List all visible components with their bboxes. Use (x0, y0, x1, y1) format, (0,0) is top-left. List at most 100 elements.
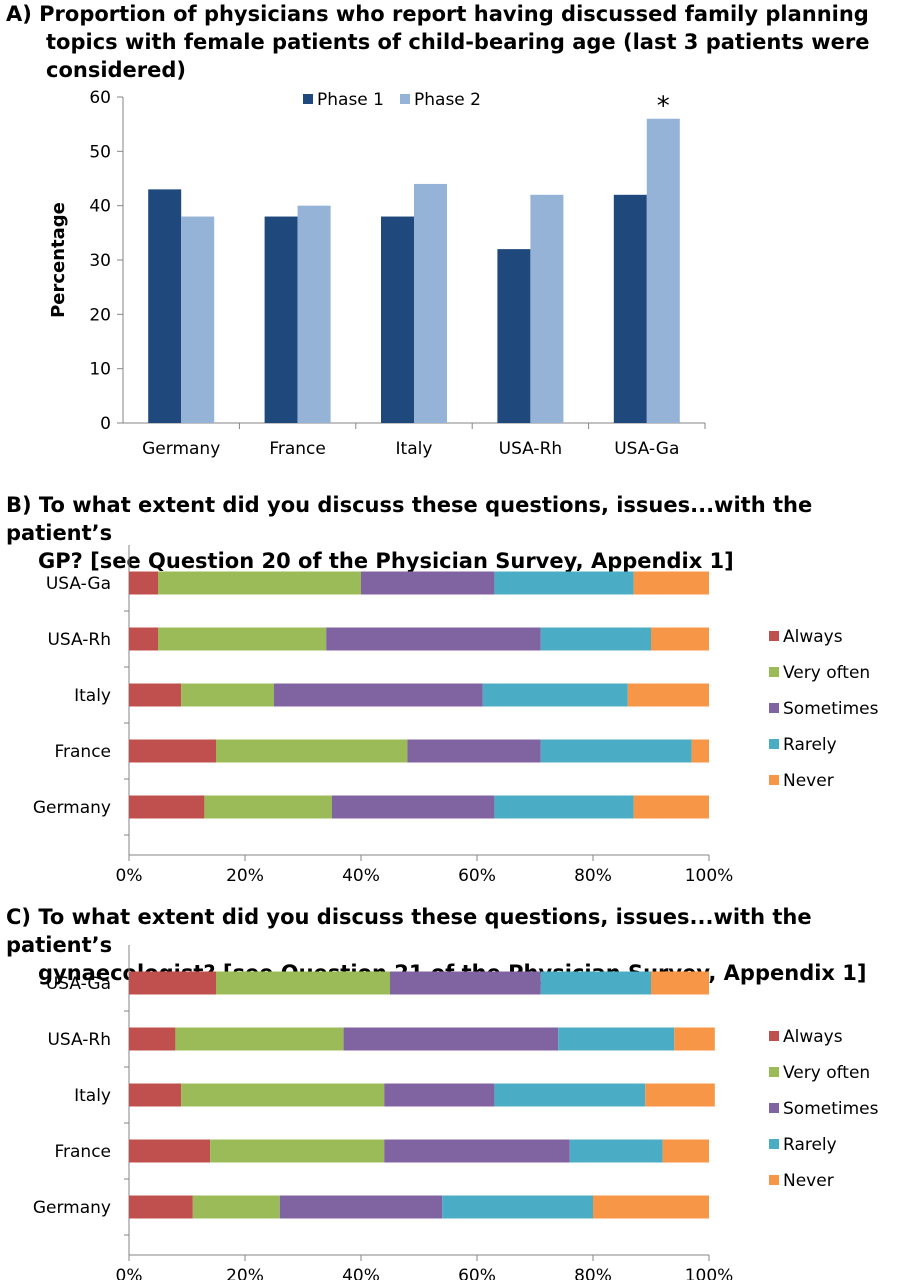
y-tick-label: 20 (89, 305, 111, 325)
bar-rarely (540, 627, 651, 651)
bar-sometimes (384, 1139, 570, 1163)
bar-never (633, 571, 709, 595)
y-tick-label: Italy (74, 1086, 111, 1106)
legend-swatch (769, 1139, 779, 1149)
bar-never (593, 1195, 709, 1219)
y-tick-label: 0 (100, 414, 111, 434)
bar-sometimes (407, 739, 541, 763)
bar-always (129, 739, 216, 763)
bar-never (651, 971, 709, 995)
bar-phase-1 (148, 189, 182, 423)
bar-never (645, 1083, 715, 1107)
bar-sometimes (279, 1195, 443, 1219)
bar-phase-2 (646, 118, 680, 423)
legend-label: Never (783, 771, 834, 791)
bar-sometimes (390, 971, 541, 995)
bar-very-often (175, 1027, 344, 1051)
bar-very-often (158, 571, 361, 595)
bar-phase-2 (414, 183, 447, 423)
bar-always (129, 571, 158, 595)
chart-a-title: A) Proportion of physicians who report h… (6, 2, 870, 82)
bar-very-often (204, 795, 332, 819)
bar-rarely (569, 1139, 663, 1163)
significance-marker: * (657, 92, 670, 122)
x-tick-label: 40% (342, 866, 380, 886)
bar-always (129, 1139, 211, 1163)
bar-always (129, 795, 205, 819)
x-tick-label: 0% (116, 866, 143, 886)
legend-label: Very often (783, 663, 870, 683)
x-tick-label: Italy (396, 439, 433, 459)
legend-swatch (303, 94, 313, 104)
legend-swatch (769, 1067, 779, 1077)
x-tick-label: 60% (458, 1266, 496, 1280)
bar-phase-1 (264, 216, 298, 423)
bar-never (651, 627, 709, 651)
x-tick-label: 20% (226, 1266, 264, 1280)
x-tick-label: Germany (142, 439, 220, 459)
bar-rarely (540, 739, 692, 763)
chart-a: 0 10 20 30 40 50 60 Germany France Italy USA-Rh USA… (48, 88, 706, 459)
bar-phase-2 (181, 216, 215, 423)
y-tick-label: USA-Ga (46, 974, 111, 994)
legend-swatch (769, 703, 779, 713)
bar-always (129, 683, 182, 707)
chart-b-title: B) To what extent did you discuss these … (6, 493, 813, 573)
y-tick-label: USA-Ga (46, 574, 111, 594)
legend-label: Sometimes (783, 699, 879, 719)
x-tick-label: 80% (574, 1266, 612, 1280)
bar-sometimes (274, 683, 483, 707)
bar-rarely (494, 795, 634, 819)
legend-swatch (769, 775, 779, 785)
bar-sometimes (361, 571, 495, 595)
bar-always (129, 1027, 176, 1051)
bar-rarely (482, 683, 628, 707)
legend-swatch (769, 739, 779, 749)
y-tick-label: USA-Rh (47, 630, 111, 650)
y-tick-label: 60 (89, 88, 111, 108)
bar-phase-1 (497, 249, 531, 423)
bar-rarely (494, 1083, 646, 1107)
y-axis-label: Percentage (48, 202, 69, 318)
x-tick-label: 60% (458, 866, 496, 886)
bar-very-often (216, 739, 408, 763)
legend-label: Phase 1 (317, 90, 384, 110)
legend-label: Always (783, 1027, 843, 1047)
bar-always (129, 627, 158, 651)
bar-sometimes (384, 1083, 495, 1107)
bar-phase-2 (530, 194, 564, 423)
bar-phase-2 (297, 205, 331, 423)
bar-never (662, 1139, 709, 1163)
legend-swatch (769, 667, 779, 677)
bar-rarely (442, 1195, 593, 1219)
bar-very-often (181, 1083, 385, 1107)
legend-label: Phase 2 (414, 90, 481, 110)
bar-very-often (216, 971, 390, 995)
bar-never (633, 795, 709, 819)
bar-always (129, 1195, 193, 1219)
chart-b: 0% 20% 40% 60% 80% 100% USA-Ga USA-Rh Italy Franc… (33, 545, 879, 886)
y-tick-label: 40 (89, 197, 111, 217)
bar-rarely (558, 1027, 675, 1051)
legend-label: Sometimes (783, 1099, 879, 1119)
bar-rarely (494, 571, 634, 595)
bar-sometimes (332, 795, 495, 819)
y-tick-label: Italy (74, 686, 111, 706)
chart-c: 0% 20% 40% 60% 80% 100% USA-Ga USA-Rh Italy Franc… (33, 945, 879, 1280)
x-tick-label: 80% (574, 866, 612, 886)
bar-never (691, 739, 709, 763)
y-tick-label: 10 (89, 360, 111, 380)
legend-label: Rarely (783, 735, 837, 755)
bar-always (129, 971, 216, 995)
legend-label: Very often (783, 1063, 870, 1083)
y-tick-label: 50 (89, 142, 111, 162)
bar-phase-1 (613, 194, 647, 423)
bar-sometimes (326, 627, 541, 651)
bar-very-often (210, 1139, 385, 1163)
y-tick-label: Germany (33, 1198, 111, 1218)
y-tick-label: France (54, 1142, 111, 1162)
bar-very-often (192, 1195, 280, 1219)
legend-label: Always (783, 627, 843, 647)
bar-always (129, 1083, 182, 1107)
y-tick-label: Germany (33, 798, 111, 818)
